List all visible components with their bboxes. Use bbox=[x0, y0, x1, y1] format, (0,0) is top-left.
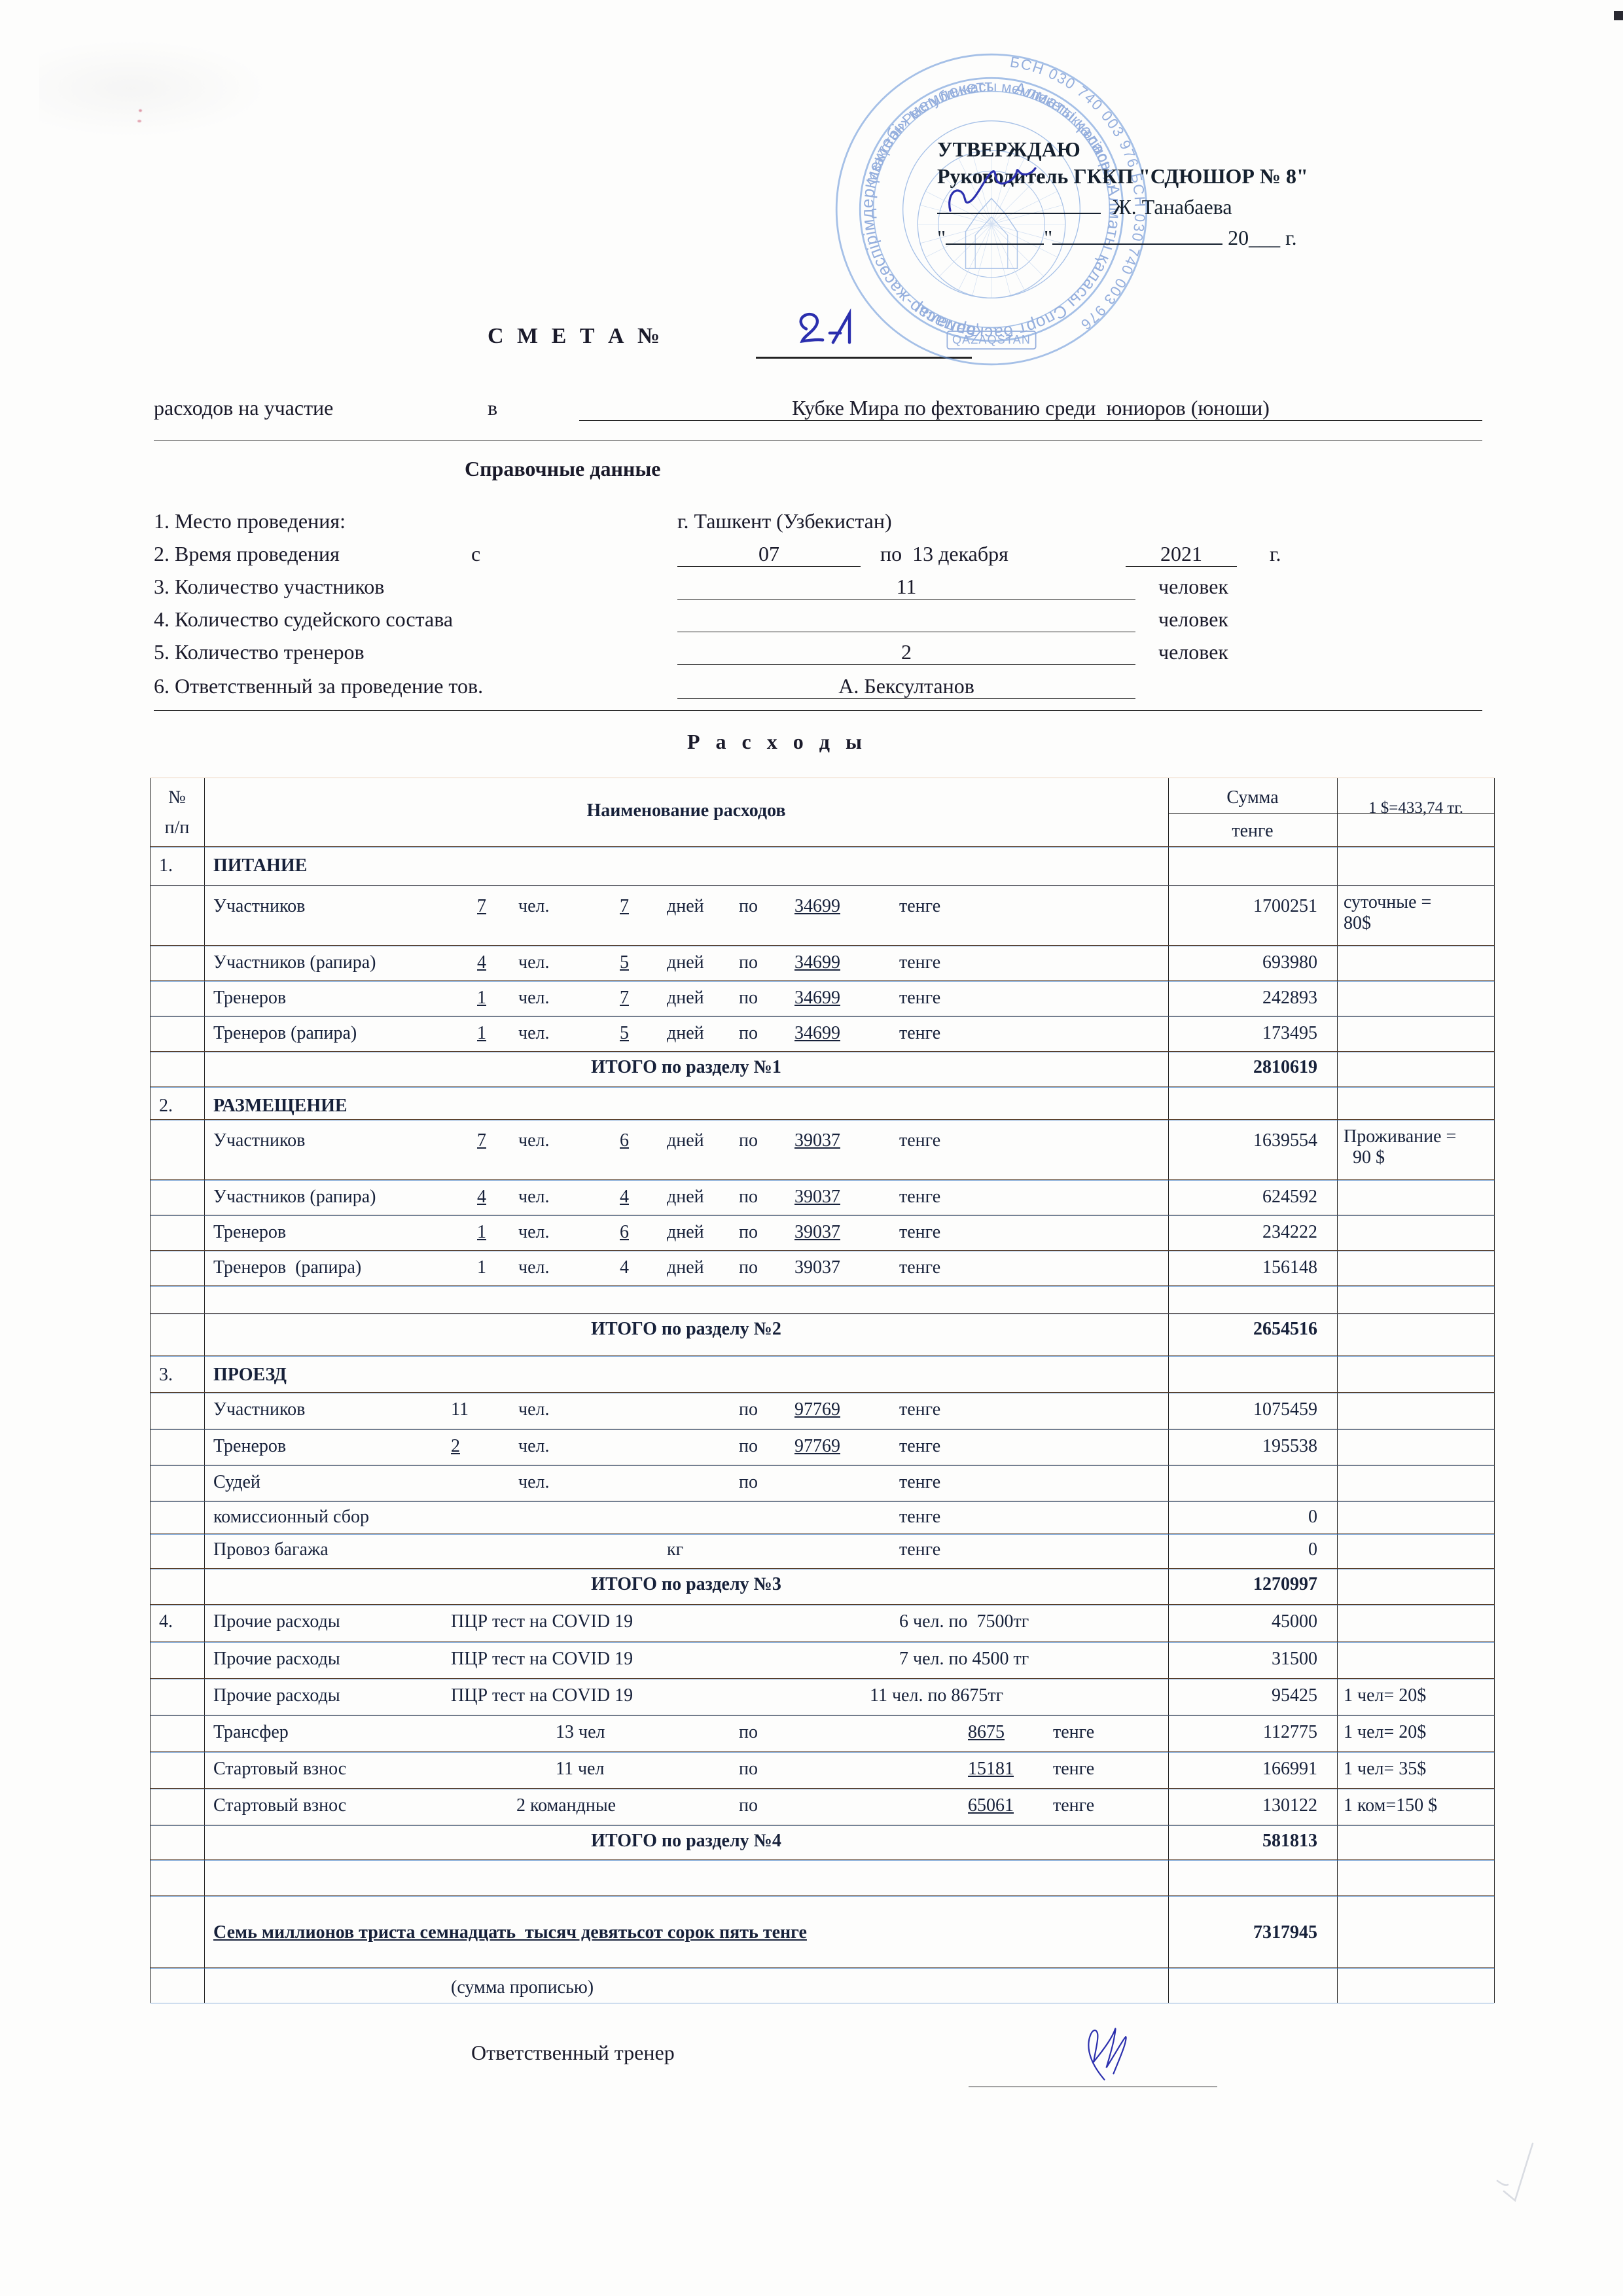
svg-text:QAZAQSTAN: QAZAQSTAN bbox=[952, 333, 1031, 346]
